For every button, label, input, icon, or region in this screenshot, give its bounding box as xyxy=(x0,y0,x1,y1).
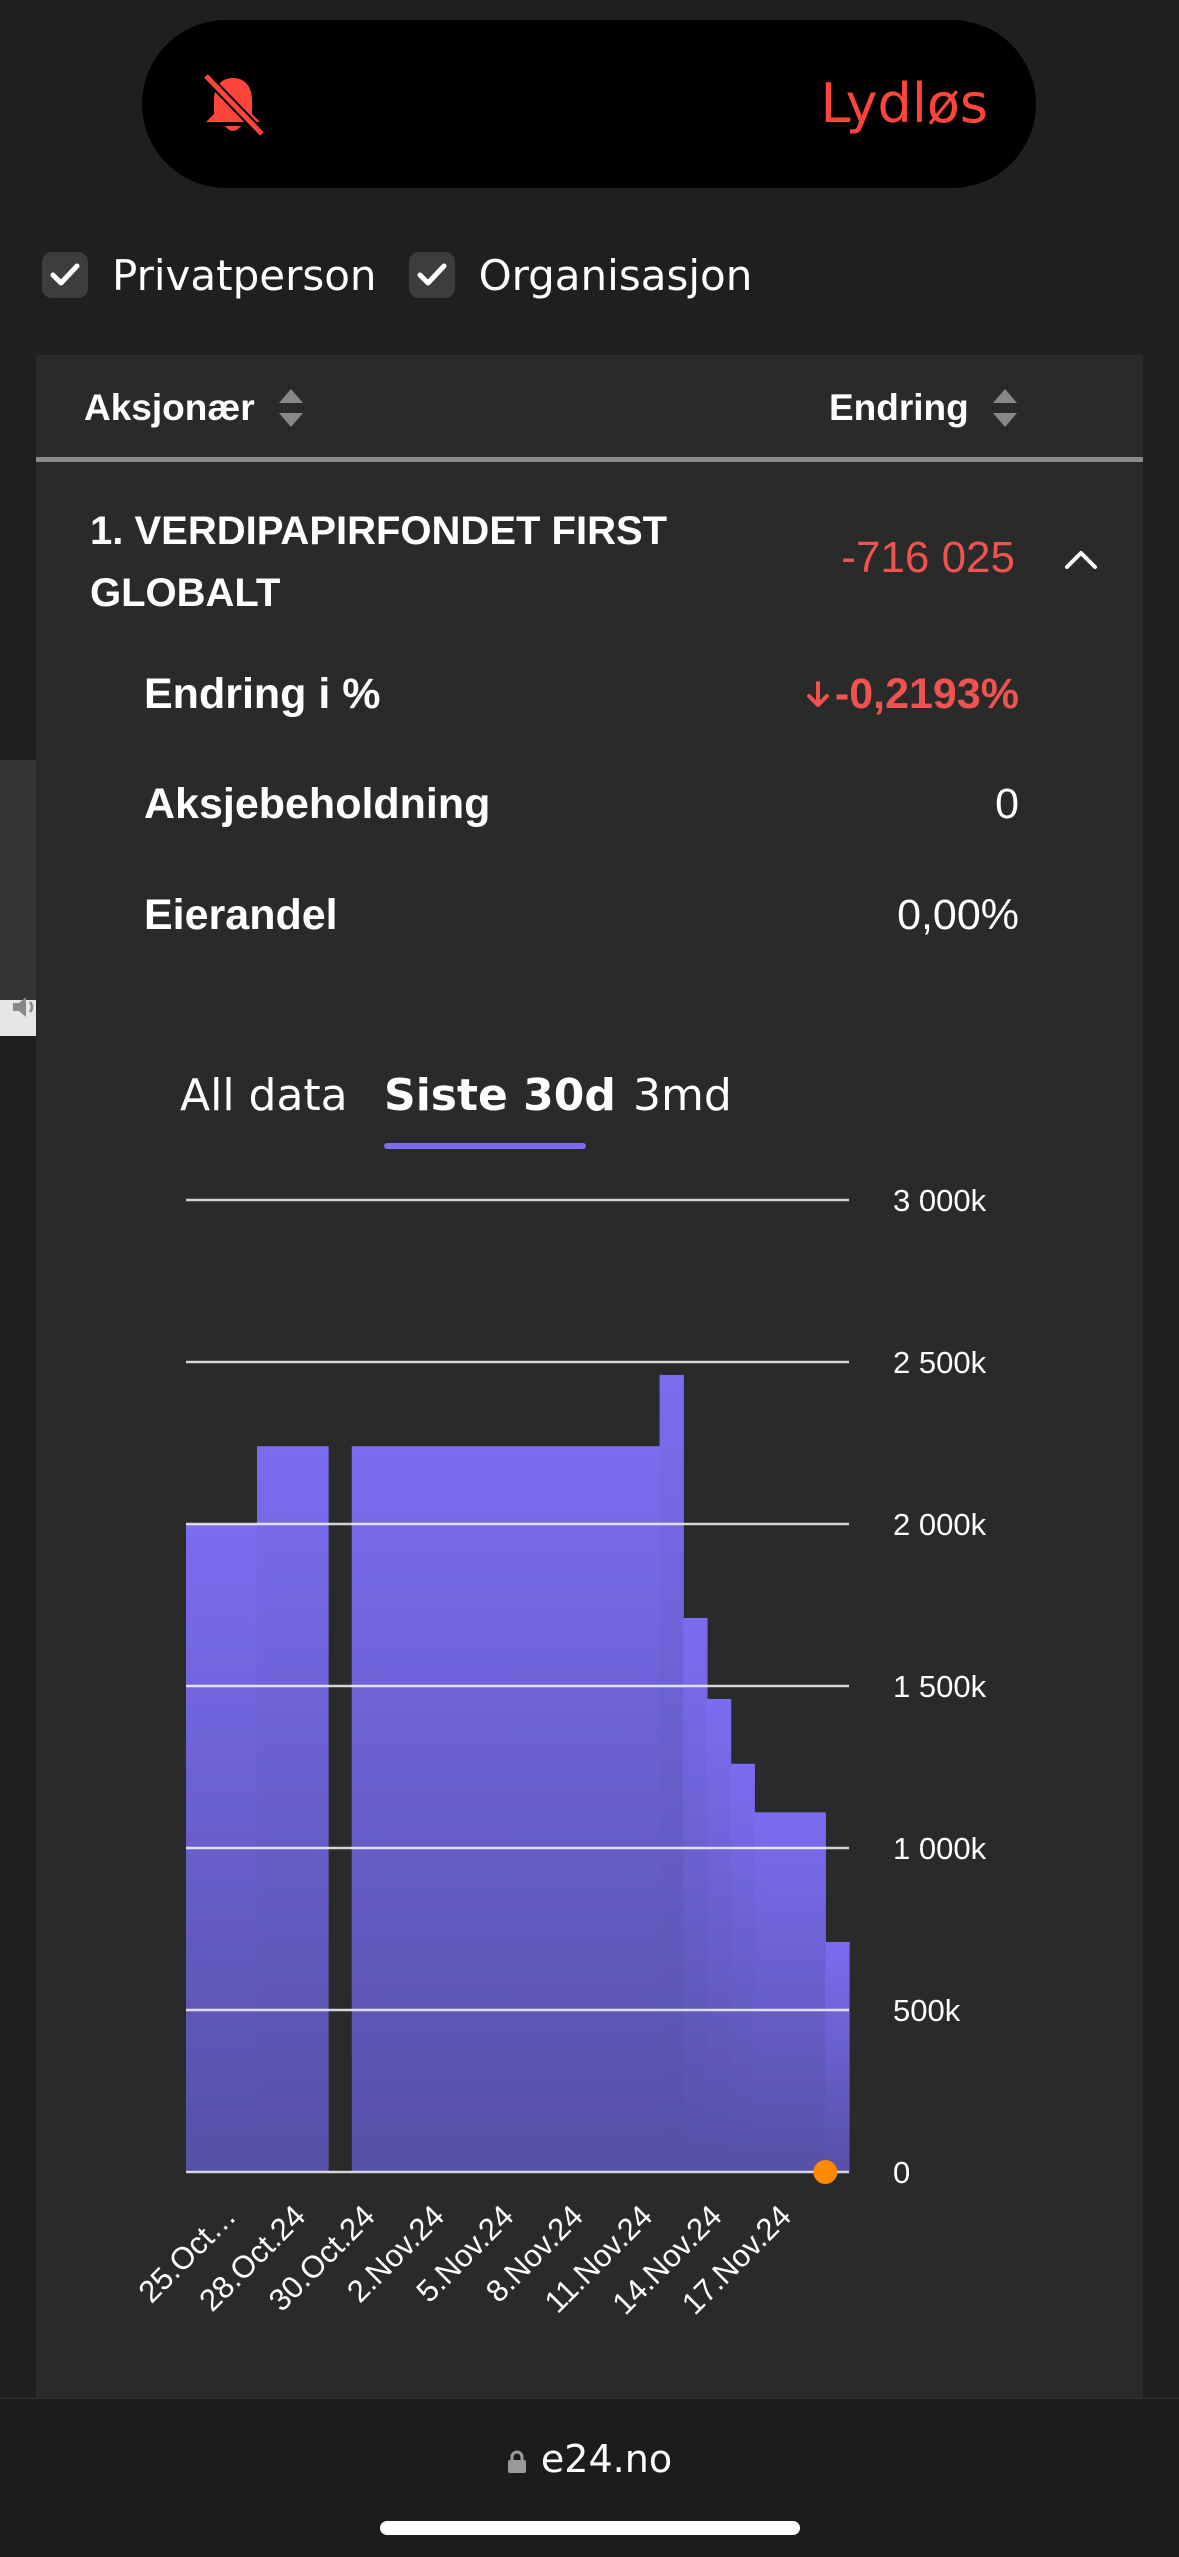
area-step-2024-11-05 xyxy=(446,1446,471,2172)
y-tick-label: 3 000k xyxy=(893,1183,987,1218)
silent-mode-banner: Lydløs xyxy=(142,20,1036,188)
tab-last-30d[interactable]: Siste 30d xyxy=(384,1070,616,1121)
y-tick-label: 2 000k xyxy=(893,1507,987,1542)
area-step-2024-11-08 xyxy=(517,1446,542,2172)
filter-organization-label: Organisasjon xyxy=(478,250,753,300)
area-step-2024-11-09 xyxy=(541,1446,566,2172)
grid-layer xyxy=(186,1198,849,2174)
owner-type-filters: Privatperson Organisasjon xyxy=(42,245,784,305)
y-axis-labels: 0 500k 1 000k 1 500k 2 000k 2 500k 3 000k xyxy=(893,1183,987,2190)
area-step-2024-11-01 xyxy=(351,1446,377,2172)
area-step-2024-11-04 xyxy=(422,1446,448,2172)
sort-icon xyxy=(278,389,303,427)
holding-value: 0 xyxy=(995,780,1019,828)
marker-layer xyxy=(813,2160,838,2184)
area-step-2024-11-10 xyxy=(564,1446,590,2172)
tab-all-data[interactable]: All data xyxy=(180,1070,348,1121)
area-step-2024-11-06 xyxy=(470,1446,495,2172)
area-step-2024-11-13 xyxy=(635,1446,661,2172)
area-step-2024-11-18 xyxy=(754,1812,779,2172)
area-step-2024-11-15 xyxy=(683,1617,708,2172)
change-percent-label: Endring i % xyxy=(144,670,381,718)
checkmark-icon xyxy=(417,263,447,286)
active-tab-indicator xyxy=(384,1143,586,1149)
chevron-up-icon[interactable] xyxy=(1061,543,1101,573)
area-step-2024-10-30 xyxy=(304,1446,329,2172)
stake-value: 0,00% xyxy=(897,891,1019,939)
area-step-2024-11-12 xyxy=(612,1446,637,2172)
y-tick-label: 1 500k xyxy=(893,1669,987,1704)
area-step-2024-10-29 xyxy=(280,1446,305,2172)
silent-mode-label: Lydløs xyxy=(820,72,988,135)
lock-icon xyxy=(507,2450,526,2473)
area-step-2024-11-14 xyxy=(659,1374,684,2172)
area-step-2024-11-21 xyxy=(825,1941,850,2172)
stake-label: Eierandel xyxy=(144,891,338,939)
area-step-2024-11-19 xyxy=(777,1812,803,2172)
column-change[interactable]: Endring xyxy=(829,385,1019,431)
area-step-2024-11-03 xyxy=(399,1446,424,2172)
tab-3m[interactable]: 3md xyxy=(633,1070,732,1121)
holding-chart: 0 500k 1 000k 1 500k 2 000k 2 500k 3 000k 25.O… xyxy=(132,1183,987,2321)
table-header: Aksjonær Endring xyxy=(36,355,1143,462)
row-change-value: -716 025 xyxy=(841,533,1015,582)
bell-slash-icon xyxy=(202,72,266,138)
holding-label: Aksjebeholdning xyxy=(144,780,491,828)
column-shareholder-label: Aksjonær xyxy=(84,387,255,428)
area-step-2024-11-16 xyxy=(706,1698,732,2172)
x-axis-labels: 25.Oct…28.Oct.2430.Oct.242.Nov.245.Nov.2… xyxy=(132,2198,798,2321)
area-layer xyxy=(186,1374,850,2172)
y-tick-label: 2 500k xyxy=(893,1345,987,1380)
area-step-2024-11-20 xyxy=(801,1812,826,2172)
area-step-2024-10-28 xyxy=(257,1446,282,2172)
row-name-line1: 1. VERDIPAPIRFONDET FIRST xyxy=(90,509,668,553)
change-percent-value: -0,2193% xyxy=(805,670,1019,719)
checkmark-icon xyxy=(50,263,80,286)
y-tick-label: 1 000k xyxy=(893,1831,987,1866)
home-indicator[interactable] xyxy=(380,2521,800,2535)
filter-private-label: Privatperson xyxy=(112,250,377,300)
last-point-marker[interactable] xyxy=(813,2160,838,2184)
url-bar[interactable]: e24.no xyxy=(0,2437,1179,2481)
browser-bottom-bar: e24.no xyxy=(0,2398,1179,2557)
arrow-down-icon xyxy=(806,681,829,707)
area-step-2024-11-02 xyxy=(375,1446,400,2172)
speaker-icon xyxy=(13,997,34,1017)
table-row-name[interactable]: 1. VERDIPAPIRFONDET FIRST GLOBALT xyxy=(90,500,710,624)
change-percent-text: -0,2193% xyxy=(834,670,1019,718)
y-tick-label: 500k xyxy=(893,1993,961,2028)
filter-private[interactable]: Privatperson xyxy=(42,251,377,300)
filter-organization[interactable]: Organisasjon xyxy=(408,250,753,300)
row-name-line2: GLOBALT xyxy=(90,571,281,615)
column-shareholder[interactable]: Aksjonær xyxy=(84,385,305,431)
checkbox-organization[interactable] xyxy=(408,252,455,298)
area-step-2024-11-17 xyxy=(730,1763,755,2172)
area-step-2024-11-11 xyxy=(588,1446,613,2172)
url-text: e24.no xyxy=(540,2437,673,2481)
checkbox-private[interactable] xyxy=(42,252,88,298)
column-change-label: Endring xyxy=(829,387,969,428)
y-tick-label: 0 xyxy=(893,2155,910,2190)
sort-icon xyxy=(992,389,1017,427)
area-step-2024-11-07 xyxy=(493,1446,519,2172)
